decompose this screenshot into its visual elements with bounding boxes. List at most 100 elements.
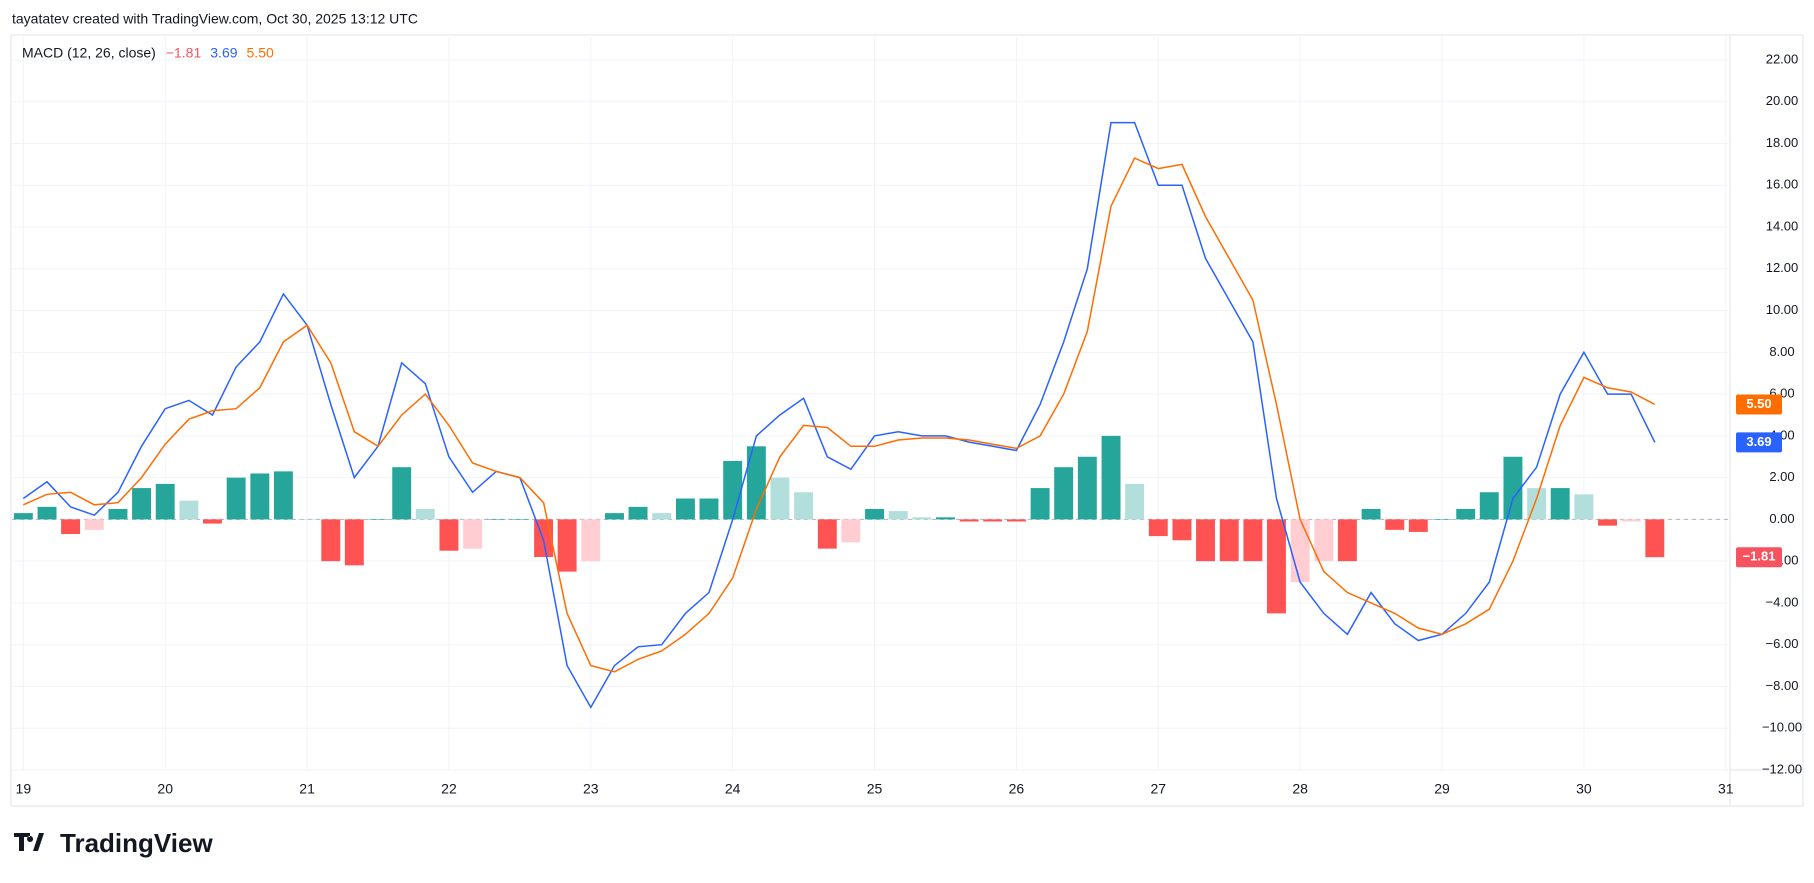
histogram-bar (179, 500, 199, 520)
histogram-bar (1598, 519, 1618, 526)
chart-frame (10, 34, 1804, 807)
y-tick-label: −4.00 (1766, 594, 1799, 609)
y-tick-label: −12.00 (1762, 761, 1802, 776)
histogram-bar (1337, 519, 1357, 562)
histogram-bar (1101, 435, 1121, 520)
logo (14, 833, 44, 851)
histogram-bar (699, 498, 719, 520)
histogram-bar (1550, 488, 1570, 520)
histogram-bar (155, 483, 175, 520)
y-tick-label: 22.00 (1766, 51, 1799, 66)
x-tick-label: 19 (16, 781, 32, 797)
x-tick-label: 24 (725, 781, 741, 797)
x-tick-label: 27 (1150, 781, 1166, 797)
histogram-bar (392, 467, 412, 520)
histogram-bar (746, 446, 766, 520)
histogram-bar (1385, 519, 1405, 530)
histogram-bar (912, 517, 932, 520)
y-tick-label: 0.00 (1769, 511, 1794, 526)
histogram-bar (37, 506, 57, 520)
x-tick-label: 30 (1576, 781, 1592, 797)
histogram-bar (1125, 483, 1145, 520)
histogram-bar (415, 508, 435, 520)
y-tick-label: 14.00 (1766, 218, 1799, 233)
histogram-bar (1054, 467, 1074, 520)
logo-mark (14, 833, 44, 851)
last-value-badge (1736, 394, 1782, 415)
histogram-bar (865, 508, 885, 520)
histogram-bar (1006, 519, 1026, 522)
histogram-bar (13, 513, 33, 520)
histogram-bar (1196, 519, 1215, 562)
histogram-bar (581, 519, 601, 562)
y-tick-label: −10.00 (1762, 720, 1802, 735)
histogram-bar (368, 519, 388, 520)
histogram-bar (226, 477, 246, 520)
histogram-bar (605, 513, 624, 520)
histogram-bar (1503, 456, 1523, 520)
last-value-label: −1.81 (1743, 549, 1776, 564)
histogram-bar (652, 513, 672, 520)
histogram-bar (510, 519, 530, 520)
histogram-bar (344, 519, 364, 566)
histogram-bar (1621, 519, 1641, 522)
histogram-bar (1077, 456, 1097, 520)
y-tick-label: 8.00 (1769, 344, 1794, 359)
histogram-bar (1456, 508, 1476, 520)
last-value-badge (1736, 547, 1782, 568)
y-tick-label: 10.00 (1766, 302, 1799, 317)
histogram-bar (1574, 494, 1594, 520)
last-value-label: 3.69 (1746, 434, 1771, 449)
histogram-bar (486, 519, 506, 520)
histogram-bar (794, 492, 814, 520)
histogram-bar (1361, 508, 1381, 520)
legend-value: −1.81 (166, 45, 202, 61)
x-tick-label: 31 (1718, 781, 1734, 797)
legend-value: 3.69 (210, 45, 237, 61)
x-tick-label: 29 (1434, 781, 1450, 797)
histogram-bar (557, 519, 577, 572)
histogram-bar (84, 519, 104, 530)
header-text: tayatatev created with TradingView.com, … (12, 11, 418, 27)
histogram-bar (1290, 519, 1310, 583)
histogram-bar (463, 519, 483, 549)
histogram-bar (888, 511, 908, 520)
legend-value: 5.50 (247, 45, 274, 61)
y-tick-label: 18.00 (1766, 135, 1799, 150)
histogram-bar (1219, 519, 1239, 562)
histogram-bar (132, 488, 151, 520)
legend: MACD (12, 26, close) −1.81 3.69 5.50 (22, 45, 274, 61)
x-tick-label: 26 (1009, 781, 1025, 797)
histogram-bar (1314, 519, 1334, 562)
histogram-bar (1645, 519, 1665, 558)
histogram-bar (628, 506, 648, 520)
histogram-bar (321, 519, 341, 562)
histogram-bar (61, 519, 81, 535)
line (22, 121, 1656, 709)
y-tick-label: −6.00 (1766, 636, 1799, 651)
histogram-bar (1432, 519, 1452, 520)
histogram-bar (983, 519, 1003, 522)
histogram-bar (1148, 519, 1168, 537)
x-tick-label: 28 (1292, 781, 1308, 797)
histogram-bar (1172, 519, 1192, 541)
histogram-bar (202, 519, 222, 524)
histogram-bar (770, 477, 790, 520)
histogram-bar (297, 519, 317, 520)
x-tick-label: 25 (867, 781, 883, 797)
histogram-bar (817, 519, 837, 549)
brand: TradingView (60, 828, 213, 858)
legend-title: MACD (12, 26, close) (22, 45, 156, 61)
histogram-bar (675, 498, 695, 520)
histogram-bar (250, 473, 270, 520)
x-tick-label: 22 (441, 781, 457, 797)
histogram-bar (936, 517, 955, 520)
last-value-label: 5.50 (1746, 396, 1771, 411)
x-tick-label: 21 (299, 781, 315, 797)
histogram-bar (841, 519, 861, 543)
histogram-bar (108, 508, 128, 520)
histogram-bar (1243, 519, 1263, 562)
line (22, 157, 1656, 673)
y-tick-label: 20.00 (1766, 93, 1799, 108)
